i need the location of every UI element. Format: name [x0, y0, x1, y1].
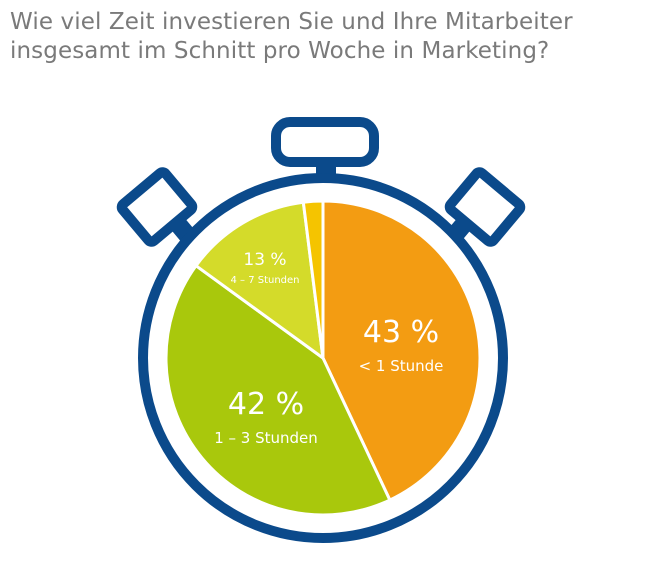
chart-title: Wie viel Zeit investieren Sie und Ihre M… [10, 8, 635, 66]
pie-slices [164, 199, 482, 517]
stopwatch-crown [271, 117, 379, 167]
pie-slice-1 [164, 264, 392, 517]
slice-label-category-2: 4 – 7 Stunden [230, 275, 299, 286]
chart-title-line-2: insgesamt im Schnitt pro Woche in Market… [10, 38, 550, 64]
chart-title-line-1: Wie viel Zeit investieren Sie und Ihre M… [10, 9, 573, 35]
slice-label-value-2: 13 % [243, 250, 286, 270]
pie-slice-3 [301, 199, 325, 360]
slice-label-category-1: 1 – 3 Stunden [214, 429, 318, 447]
slice-label-value-1: 42 % [228, 387, 304, 422]
data-labels: 43 % < 1 Stunde 42 % 1 – 3 Stunden 13 % … [214, 250, 443, 447]
slice-label-category-0: < 1 Stunde [359, 357, 444, 375]
slice-label-value-0: 43 % [363, 315, 439, 350]
pie-slice-2 [194, 200, 325, 360]
pie-slice-0 [321, 199, 482, 502]
